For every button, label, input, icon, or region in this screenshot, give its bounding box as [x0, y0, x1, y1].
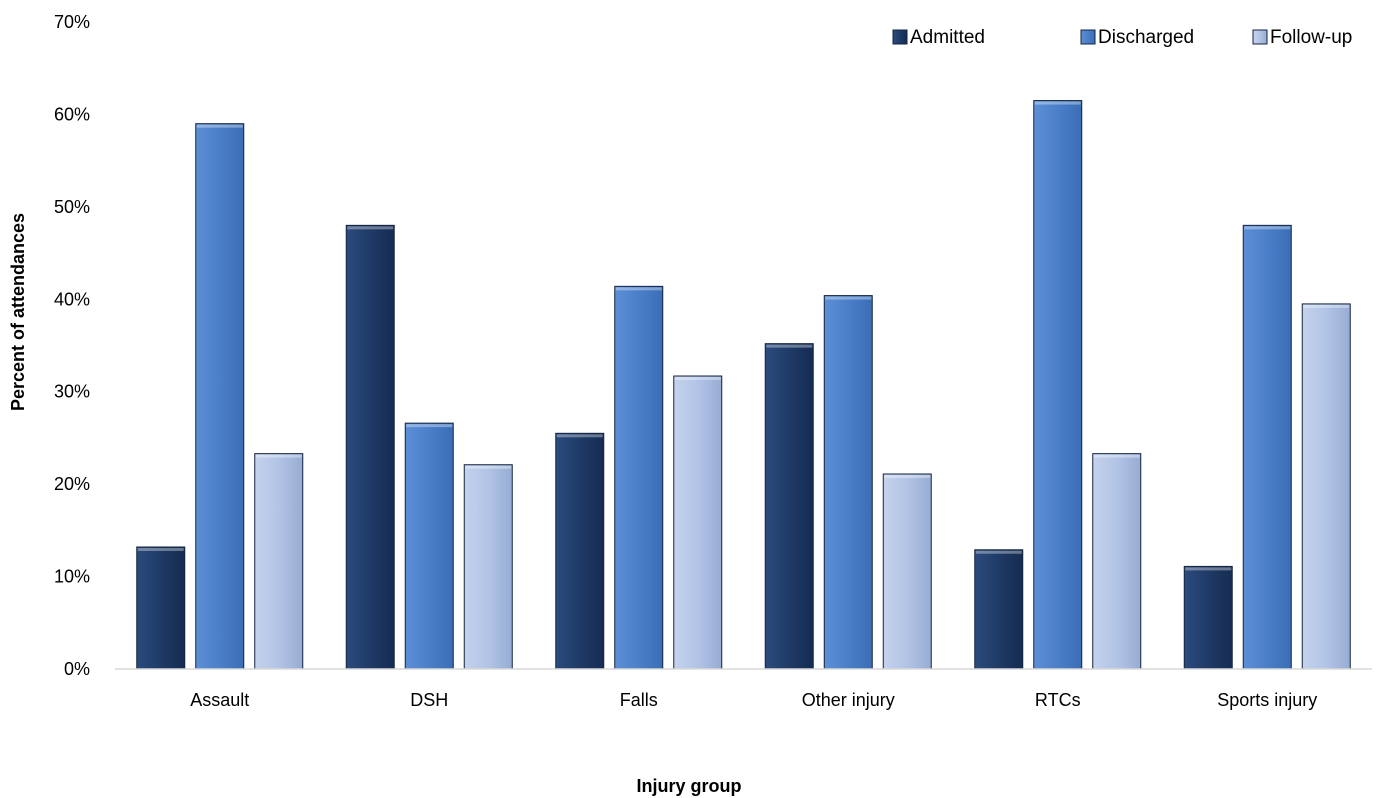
bar-body [404, 422, 454, 670]
y-tick-label: 0% [64, 659, 90, 679]
bar-follow-up-sports-injury [1301, 303, 1351, 670]
bar-highlight [137, 547, 184, 551]
bar-body [1033, 100, 1083, 670]
legend-swatch [892, 29, 908, 45]
bars [136, 100, 1351, 670]
bar-follow-up-rtcs [1092, 453, 1142, 670]
bar-body [764, 343, 814, 670]
y-tick-label: 10% [54, 567, 90, 587]
y-tick-label: 50% [54, 197, 90, 217]
y-tick-label: 70% [54, 12, 90, 32]
bar-discharged-rtcs [1033, 100, 1083, 670]
x-tick-label: DSH [410, 690, 448, 710]
bar-highlight [1093, 454, 1140, 458]
bar-highlight [1034, 101, 1081, 105]
bar-highlight [556, 434, 603, 438]
x-tick-label: Assault [190, 690, 249, 710]
y-tick-label: 30% [54, 382, 90, 402]
legend-swatch [1252, 29, 1268, 45]
bar-body [1301, 303, 1351, 670]
bar-highlight [1244, 226, 1291, 230]
bar-body [136, 546, 186, 670]
x-axis-ticks: Assault DSH Falls Other injury RTCs Sports in… [190, 690, 1317, 710]
bar-discharged-falls [614, 285, 664, 670]
bar-highlight [825, 296, 872, 300]
y-axis-title: Percent of attendances [8, 213, 28, 411]
x-tick-label: RTCs [1035, 690, 1081, 710]
legend-label: Follow-up [1270, 27, 1352, 48]
x-tick-label: Other injury [802, 690, 895, 710]
bar-highlight [406, 424, 453, 428]
bar-highlight [766, 344, 813, 348]
legend: Admitted Discharged Follow-up [892, 27, 1352, 48]
bar-body [882, 473, 932, 670]
bar-highlight [255, 454, 302, 458]
bar-admitted-sports-injury [1183, 565, 1233, 670]
bar-follow-up-assault [254, 453, 304, 670]
bar-admitted-falls [555, 432, 605, 670]
bar-admitted-other-injury [764, 343, 814, 670]
x-axis-title: Injury group [637, 776, 742, 796]
legend-item-follow-up: Follow-up [1252, 27, 1352, 48]
bar-body [823, 295, 873, 670]
bar-highlight [1303, 304, 1350, 308]
bar-highlight [674, 377, 721, 381]
y-tick-label: 60% [54, 104, 90, 124]
bar-follow-up-dsh [463, 464, 513, 670]
bar-body [614, 285, 664, 670]
bar-body [195, 123, 245, 670]
bar-follow-up-other-injury [882, 473, 932, 670]
bar-highlight [615, 287, 662, 291]
bar-highlight [465, 465, 512, 469]
bar-discharged-other-injury [823, 295, 873, 670]
y-tick-label: 20% [54, 474, 90, 494]
bar-discharged-dsh [404, 422, 454, 670]
bar-body [555, 432, 605, 670]
bar-body [673, 375, 723, 670]
bar-follow-up-falls [673, 375, 723, 670]
bar-body [1092, 453, 1142, 670]
bar-body [1242, 224, 1292, 670]
legend-item-admitted: Admitted [892, 27, 985, 48]
legend-swatch [1080, 29, 1096, 45]
legend-label: Discharged [1098, 27, 1194, 48]
bar-discharged-assault [195, 123, 245, 670]
bar-body [463, 464, 513, 670]
bar-highlight [1185, 567, 1232, 571]
bar-highlight [347, 226, 394, 230]
y-tick-label: 40% [54, 289, 90, 309]
legend-item-discharged: Discharged [1080, 27, 1194, 48]
bar-highlight [975, 550, 1022, 554]
bar-discharged-sports-injury [1242, 224, 1292, 670]
bar-highlight [884, 474, 931, 478]
bar-admitted-assault [136, 546, 186, 670]
x-tick-label: Sports injury [1217, 690, 1317, 710]
bar-body [1183, 565, 1233, 670]
bar-highlight [196, 124, 243, 128]
bar-body [345, 224, 395, 670]
bar-body [254, 453, 304, 670]
bar-body [974, 549, 1024, 670]
bar-admitted-dsh [345, 224, 395, 670]
x-tick-label: Falls [620, 690, 658, 710]
bar-admitted-rtcs [974, 549, 1024, 670]
y-axis-ticks: 0% 10% 20% 30% 40% 50% 60% 70% [54, 12, 90, 679]
legend-label: Admitted [910, 27, 985, 48]
